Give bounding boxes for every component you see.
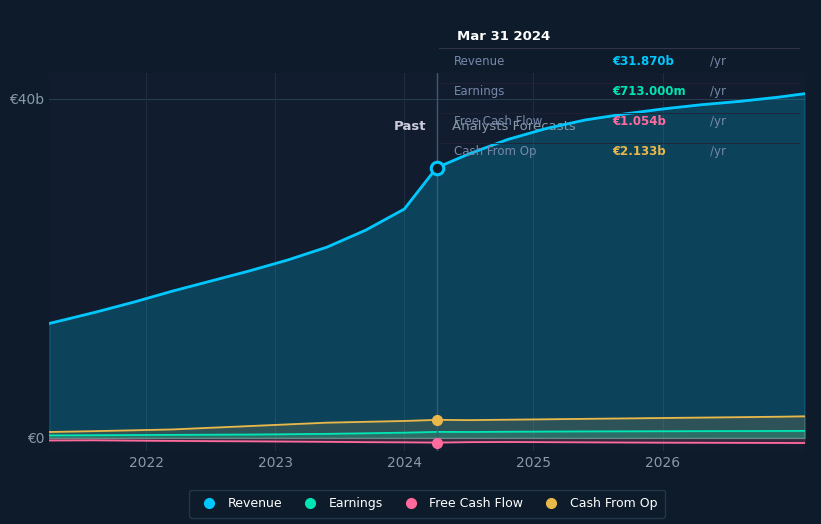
Legend: Revenue, Earnings, Free Cash Flow, Cash From Op: Revenue, Earnings, Free Cash Flow, Cash … bbox=[189, 490, 665, 518]
Text: €713.000m: €713.000m bbox=[612, 85, 686, 98]
Text: Free Cash Flow: Free Cash Flow bbox=[454, 115, 542, 128]
Text: Cash From Op: Cash From Op bbox=[454, 145, 536, 158]
Text: Mar 31 2024: Mar 31 2024 bbox=[457, 30, 551, 43]
Text: €31.870b: €31.870b bbox=[612, 56, 675, 68]
Text: /yr: /yr bbox=[710, 56, 726, 68]
Text: €1.054b: €1.054b bbox=[612, 115, 667, 128]
Text: Revenue: Revenue bbox=[454, 56, 505, 68]
Text: Earnings: Earnings bbox=[454, 85, 505, 98]
Text: Analysts Forecasts: Analysts Forecasts bbox=[452, 120, 576, 133]
Text: /yr: /yr bbox=[710, 115, 726, 128]
Text: /yr: /yr bbox=[710, 145, 726, 158]
Text: /yr: /yr bbox=[710, 85, 726, 98]
Text: €2.133b: €2.133b bbox=[612, 145, 667, 158]
Text: Past: Past bbox=[394, 120, 426, 133]
